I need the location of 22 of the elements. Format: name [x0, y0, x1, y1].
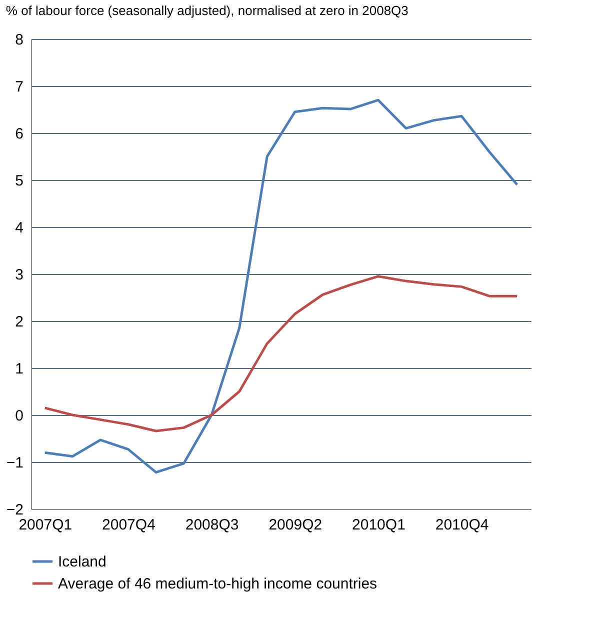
line-series: [44, 98, 518, 474]
y-tick-label: 3: [15, 266, 24, 284]
y-axis-title: % of labour force (seasonally adjusted), normalised at zero in 2008Q3: [6, 3, 408, 18]
legend-label: Average of 46 medium-to-high income countries: [58, 576, 378, 592]
y-tick-label: 5: [15, 172, 24, 190]
y-tick-label: 4: [15, 220, 24, 236]
y-tick-label: 7: [15, 78, 24, 96]
x-tick-label: 2007Q1: [18, 516, 72, 534]
x-tick-label: 2008Q3: [185, 516, 239, 534]
x-tick-label: 2010Q1: [352, 516, 406, 534]
y-tick-label: 8: [15, 32, 24, 48]
y-tick-label: 6: [15, 126, 24, 142]
y-tick-label: 0: [15, 408, 24, 424]
y-tick-label: 1: [15, 360, 24, 378]
x-tick-label: 2009Q2: [268, 516, 322, 534]
legend-label: Iceland: [58, 554, 106, 570]
y-tick-label: −2: [6, 502, 24, 518]
x-tick-label: 2010Q4: [435, 516, 489, 534]
x-tick-label: 2007Q4: [102, 516, 156, 534]
line-series: [44, 275, 518, 432]
y-tick-label: −1: [6, 454, 24, 472]
y-tick-label: 2: [15, 314, 24, 330]
